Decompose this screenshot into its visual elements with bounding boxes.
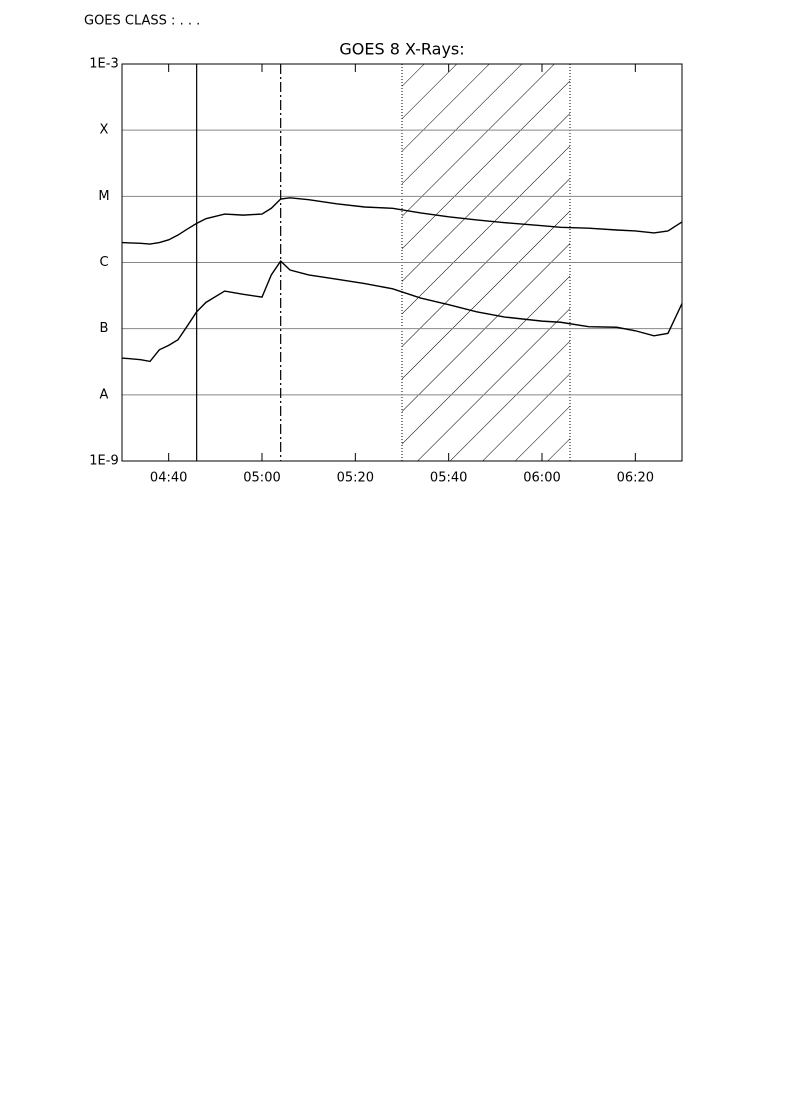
x-tick-label: 05:40 [430,471,467,486]
y-tick-label: X [100,123,109,138]
y-tick-label: A [100,387,109,402]
x-tick-label: 04:40 [150,471,187,486]
x-tick-label: 05:20 [337,471,374,486]
header: GOES CLASS : . . . [84,14,200,29]
y-tick-label: M [98,189,109,204]
plot-area: 1E-9 A B C M X 1E-3 04:40 05:00 05:20 05:40 06:00 06… [89,57,682,486]
plot-frame [121,63,683,462]
chart-title: GOES 8 X-Rays: [339,40,464,59]
flux-line [122,260,682,363]
flux-line [122,197,682,245]
x-tick-label: 06:00 [523,471,560,486]
y-tick-label: 1E-9 [89,454,118,469]
y-tick-label: C [99,255,108,270]
x-tick-label: 06:20 [617,471,654,486]
x-tick-label: 05:00 [243,471,280,486]
y-tick-label: B [100,321,109,336]
y-tick-label: 1E-3 [89,57,118,72]
